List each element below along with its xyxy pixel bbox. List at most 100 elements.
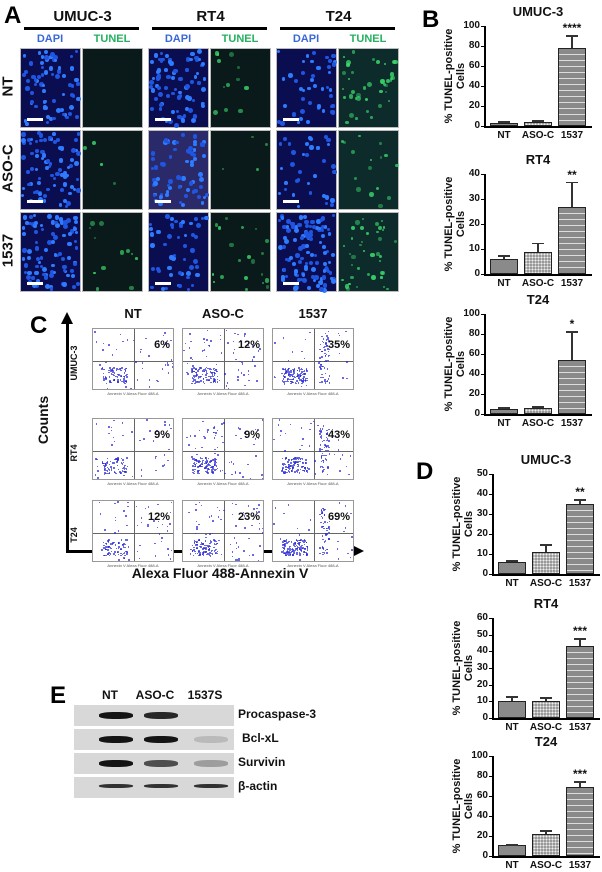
blot-row-2 bbox=[74, 753, 234, 774]
row-label-nt: NT bbox=[0, 76, 17, 97]
panel-d-letter: D bbox=[416, 458, 434, 485]
protein-band bbox=[194, 784, 228, 788]
flow-plot-xlabel: Annexin V Alexa Fluor 488-A bbox=[287, 563, 339, 568]
y-axis-label-line1: % TUNEL-positive bbox=[451, 476, 463, 572]
y-tick-label: 10 bbox=[476, 548, 488, 559]
y-tick-mark bbox=[481, 394, 484, 395]
y-tick-label: 40 bbox=[468, 368, 480, 379]
y-tick-label: 40 bbox=[476, 488, 488, 499]
stain-label-tunel: TUNEL bbox=[349, 33, 387, 45]
quadrant-vline bbox=[224, 329, 225, 389]
y-tick-label: 0 bbox=[474, 408, 480, 419]
chart-title: UMUC-3 bbox=[520, 452, 572, 467]
x-tick-label: 1537 bbox=[560, 130, 584, 141]
scale-bar bbox=[283, 282, 299, 285]
tunel-image-umuc-3-aso-c bbox=[82, 130, 143, 210]
flow-plot-umuc-3-aso-c: 12% bbox=[182, 328, 264, 390]
quadrant-hline bbox=[183, 533, 263, 534]
blot-row-1 bbox=[74, 729, 234, 750]
apoptosis-percent: 43% bbox=[327, 429, 350, 441]
dapi-image-t24-nt bbox=[276, 48, 338, 128]
y-tick-mark bbox=[489, 701, 492, 703]
x-tick-label: 1537 bbox=[560, 418, 584, 429]
y-tick-mark bbox=[481, 199, 484, 200]
significance-marker: * bbox=[569, 317, 575, 331]
error-bar-cap bbox=[532, 242, 544, 245]
y-axis-label: % TUNEL-positive Cells bbox=[451, 469, 475, 579]
y-tick-mark bbox=[489, 836, 492, 837]
tunel-image-rt4-nt bbox=[210, 48, 271, 128]
flow-plot-xlabel: Annexin V Alexa Fluor 488-A bbox=[197, 563, 249, 568]
y-tick-mark bbox=[489, 634, 492, 636]
y-axis bbox=[492, 474, 494, 574]
y-tick-label: 60 bbox=[468, 60, 480, 71]
error-bar-cap bbox=[532, 406, 544, 408]
y-tick-mark bbox=[489, 534, 492, 535]
error-bar bbox=[511, 696, 513, 702]
stain-label-tunel: TUNEL bbox=[221, 33, 259, 45]
significance-marker: ** bbox=[575, 485, 585, 499]
annexin-axis-label: Alexa Fluor 488-Annexin V bbox=[131, 565, 309, 581]
flow-plot-xlabel: Annexin V Alexa Fluor 488-A bbox=[287, 481, 339, 486]
y-tick-mark bbox=[489, 474, 492, 475]
y-tick-label: 40 bbox=[476, 645, 488, 657]
y-axis-label-line2: Cells bbox=[455, 210, 467, 238]
protein-band bbox=[144, 760, 178, 767]
dapi-image-umuc-3-nt bbox=[20, 48, 81, 128]
panel-e-letter: E bbox=[50, 682, 67, 709]
chart-title: T24 bbox=[526, 292, 550, 307]
cell-line-header-t24: T24 bbox=[325, 8, 352, 25]
quadrant-vline bbox=[224, 419, 225, 479]
y-axis-label: % TUNEL-positive Cells bbox=[443, 309, 467, 419]
x-axis bbox=[492, 718, 600, 720]
dapi-image-umuc-3-aso-c bbox=[20, 130, 82, 210]
y-tick-mark bbox=[489, 514, 492, 515]
y-tick-mark bbox=[481, 334, 484, 335]
arrow-up-icon bbox=[61, 312, 73, 324]
y-tick-mark bbox=[481, 174, 484, 175]
error-bar-cap bbox=[498, 255, 510, 257]
quadrant-vline bbox=[314, 329, 315, 389]
lane-label-aso-c: ASO-C bbox=[135, 688, 175, 702]
scale-bar bbox=[155, 118, 171, 121]
bar-nt bbox=[498, 701, 526, 718]
protein-band bbox=[99, 712, 133, 719]
x-tick-label: ASO-C bbox=[521, 418, 555, 429]
error-bar-cap bbox=[498, 407, 510, 409]
y-tick-mark bbox=[489, 776, 492, 777]
cell-line-header-umuc-3: UMUC-3 bbox=[53, 8, 112, 25]
quadrant-vline bbox=[314, 419, 315, 479]
flow-plot-t24-1537: 69% bbox=[272, 500, 354, 562]
y-tick-label: 60 bbox=[476, 612, 488, 623]
significance-marker: **** bbox=[562, 21, 582, 35]
flow-plot-rt4-nt: 9% bbox=[92, 418, 174, 480]
apoptosis-percent: 9% bbox=[154, 429, 170, 441]
row-label-aso-c: ASO-C bbox=[0, 144, 17, 193]
cell-line-header-rt4: RT4 bbox=[196, 8, 225, 25]
bar-1537 bbox=[558, 360, 586, 414]
tunel-image-t24-nt bbox=[338, 48, 399, 128]
protein-label-1: Bcl-xL bbox=[242, 731, 279, 745]
bar-1537 bbox=[558, 48, 586, 126]
y-tick-mark bbox=[481, 224, 484, 225]
x-axis bbox=[492, 856, 600, 858]
flow-column-1537: 1537 bbox=[298, 306, 328, 321]
dapi-image-rt4-1537 bbox=[148, 212, 209, 292]
y-tick-mark bbox=[489, 618, 492, 619]
error-bar bbox=[571, 35, 573, 48]
error-bar bbox=[579, 499, 581, 504]
y-tick-label: 40 bbox=[468, 168, 480, 179]
y-axis-label: % TUNEL-positive Cells bbox=[451, 751, 475, 861]
y-axis bbox=[484, 26, 486, 126]
y-tick-mark bbox=[481, 314, 484, 315]
y-tick-mark bbox=[481, 126, 484, 127]
tunel-image-rt4-1537 bbox=[210, 212, 271, 292]
apoptosis-percent: 12% bbox=[237, 339, 260, 351]
y-tick-mark bbox=[481, 86, 484, 87]
y-tick-label: 20 bbox=[476, 528, 488, 539]
protein-band bbox=[144, 712, 178, 719]
y-tick-label: 0 bbox=[482, 712, 488, 723]
quadrant-hline bbox=[93, 361, 173, 362]
blot-row-3 bbox=[74, 777, 234, 798]
error-bar-cap bbox=[574, 499, 586, 501]
